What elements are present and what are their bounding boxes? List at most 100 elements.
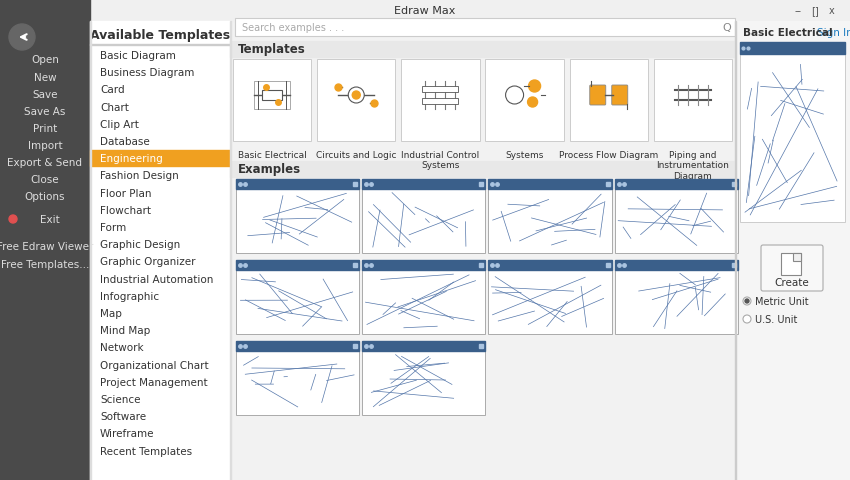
Bar xyxy=(236,341,360,415)
Text: Database: Database xyxy=(100,137,150,147)
Bar xyxy=(422,87,458,93)
Bar xyxy=(362,180,485,190)
Bar xyxy=(236,180,360,190)
Circle shape xyxy=(348,88,365,104)
Bar xyxy=(654,60,732,142)
FancyBboxPatch shape xyxy=(590,86,606,106)
Text: Options: Options xyxy=(25,192,65,202)
Bar xyxy=(235,19,735,37)
Text: Examples: Examples xyxy=(238,163,301,176)
Text: Engineering: Engineering xyxy=(100,154,162,164)
Text: U.S. Unit: U.S. Unit xyxy=(755,314,797,324)
Text: Circuits and Logic: Circuits and Logic xyxy=(316,151,396,160)
Bar xyxy=(615,180,738,190)
Text: Organizational Chart: Organizational Chart xyxy=(100,360,208,370)
Bar xyxy=(0,0,850,22)
Bar xyxy=(489,261,612,270)
Text: Piping and
Instrumentation
Diagram: Piping and Instrumentation Diagram xyxy=(656,151,729,180)
Text: Basic Electrical: Basic Electrical xyxy=(743,28,833,38)
Bar xyxy=(570,60,648,142)
Text: Chart: Chart xyxy=(100,102,129,112)
Bar xyxy=(317,60,395,142)
Text: Basic Electrical: Basic Electrical xyxy=(238,151,307,160)
Text: Free Edraw Viewer: Free Edraw Viewer xyxy=(0,241,94,252)
Text: Graphic Organizer: Graphic Organizer xyxy=(100,257,196,267)
Bar xyxy=(254,82,290,110)
Text: Available Templates: Available Templates xyxy=(90,28,230,41)
Bar xyxy=(793,253,801,262)
Text: Card: Card xyxy=(100,85,125,95)
Text: Business Diagram: Business Diagram xyxy=(100,68,195,78)
Bar xyxy=(362,180,485,253)
Text: Clip Art: Clip Art xyxy=(100,120,139,130)
Bar xyxy=(615,261,738,334)
Bar xyxy=(230,42,735,58)
Text: Export & Send: Export & Send xyxy=(8,157,82,168)
Circle shape xyxy=(9,216,17,224)
Text: Infographic: Infographic xyxy=(100,291,159,301)
Text: Open: Open xyxy=(31,55,59,65)
Bar xyxy=(262,91,282,101)
Text: --: -- xyxy=(795,6,802,16)
Text: Save: Save xyxy=(32,90,58,100)
Bar xyxy=(362,341,485,415)
Bar xyxy=(0,0,90,480)
Text: Science: Science xyxy=(100,394,140,404)
Text: Graphic Design: Graphic Design xyxy=(100,240,180,250)
Text: Basic Diagram: Basic Diagram xyxy=(100,51,176,61)
Text: Wireframe: Wireframe xyxy=(100,429,155,439)
Text: Templates: Templates xyxy=(238,43,306,56)
Text: Network: Network xyxy=(100,343,144,353)
Text: Industrial Control
Systems: Industrial Control Systems xyxy=(401,151,479,170)
Text: Recent Templates: Recent Templates xyxy=(100,445,192,456)
Text: Fashion Design: Fashion Design xyxy=(100,171,178,181)
Text: Map: Map xyxy=(100,308,122,318)
Bar xyxy=(90,22,850,480)
Bar xyxy=(489,180,612,190)
Bar xyxy=(740,43,845,55)
Bar xyxy=(90,45,230,46)
Bar xyxy=(489,180,612,253)
Bar xyxy=(615,180,738,253)
Text: Close: Close xyxy=(31,175,60,185)
Text: Edraw Max: Edraw Max xyxy=(394,6,456,16)
Text: Mind Map: Mind Map xyxy=(100,325,150,336)
Text: Free Templates...: Free Templates... xyxy=(1,260,89,269)
Circle shape xyxy=(743,315,751,324)
Bar xyxy=(236,180,360,253)
Circle shape xyxy=(9,25,35,51)
Text: Metric Unit: Metric Unit xyxy=(755,296,808,306)
Text: x: x xyxy=(829,6,835,16)
Bar xyxy=(740,43,845,223)
Text: Process Flow Diagram: Process Flow Diagram xyxy=(559,151,659,160)
Circle shape xyxy=(352,92,360,100)
Bar xyxy=(485,60,564,142)
Text: Industrial Automation: Industrial Automation xyxy=(100,274,213,284)
FancyBboxPatch shape xyxy=(761,245,823,291)
Bar xyxy=(735,22,736,480)
Text: Systems: Systems xyxy=(506,151,544,160)
Bar xyxy=(233,60,311,142)
Bar xyxy=(230,22,231,480)
Text: Save As: Save As xyxy=(25,107,65,117)
Bar xyxy=(362,341,485,351)
Text: Import: Import xyxy=(28,141,62,151)
Bar xyxy=(236,261,360,270)
Text: Exit: Exit xyxy=(40,215,60,225)
Text: []: [] xyxy=(811,6,819,16)
Text: Flowchart: Flowchart xyxy=(100,205,151,216)
Text: Create: Create xyxy=(774,277,809,288)
Bar xyxy=(422,99,458,105)
Bar xyxy=(615,261,738,270)
Text: Search examples . . .: Search examples . . . xyxy=(242,23,344,33)
Circle shape xyxy=(506,87,524,105)
Text: Floor Plan: Floor Plan xyxy=(100,188,151,198)
Circle shape xyxy=(528,98,537,108)
Bar xyxy=(90,151,230,167)
Bar xyxy=(90,22,91,480)
Bar xyxy=(362,261,485,334)
Bar xyxy=(362,261,485,270)
FancyBboxPatch shape xyxy=(612,86,628,106)
Text: Project Management: Project Management xyxy=(100,377,207,387)
Circle shape xyxy=(745,300,749,303)
